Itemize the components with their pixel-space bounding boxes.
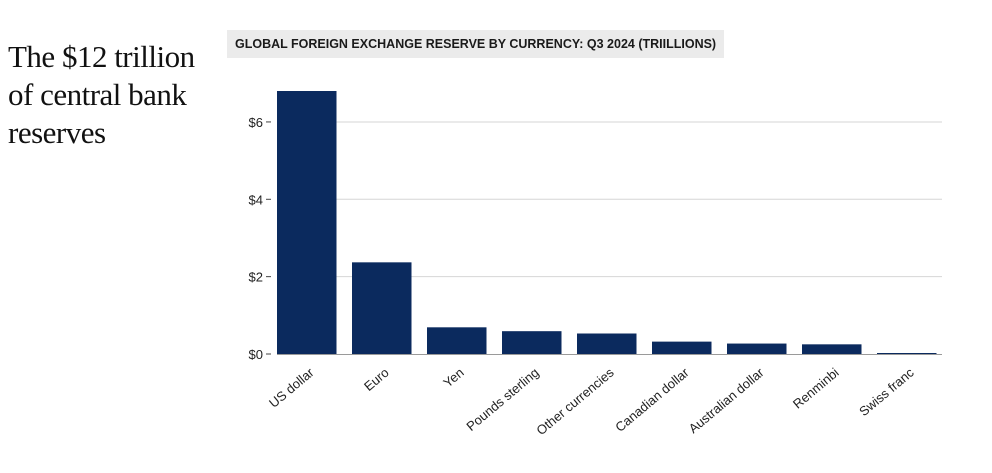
x-tick-label: Euro — [361, 365, 392, 394]
bar — [427, 327, 487, 354]
y-tick-label: $0 — [249, 347, 263, 362]
bars — [277, 91, 937, 354]
x-tick-label: Pounds sterling — [463, 365, 541, 434]
x-tick-label: Renminbi — [790, 365, 842, 412]
bar — [652, 341, 712, 354]
chart-title-box: GLOBAL FOREIGN EXCHANGE RESERVE BY CURRE… — [227, 30, 725, 58]
bar — [502, 331, 562, 354]
x-tick-label: Swiss franc — [856, 364, 917, 419]
x-tick-label: Australian dollar — [686, 364, 768, 436]
bar — [277, 91, 337, 354]
bar — [352, 262, 412, 354]
y-tick-label: $2 — [249, 270, 263, 285]
y-tick-label: $4 — [249, 192, 263, 207]
x-tick-label: Canadian dollar — [612, 364, 692, 434]
bar — [727, 343, 787, 354]
bar — [877, 353, 937, 354]
chart-title: GLOBAL FOREIGN EXCHANGE RESERVE BY CURRE… — [235, 37, 717, 51]
y-tick-label: $6 — [249, 115, 263, 130]
bar — [577, 333, 637, 354]
x-tick-label: Yen — [440, 365, 466, 391]
y-axis: $0 $2 $4 $6 — [249, 115, 271, 362]
x-tick-label: Other currencies — [533, 364, 617, 438]
bar — [802, 344, 862, 354]
x-tick-label: US dollar — [266, 364, 317, 410]
headline: The $12 trillion of central bank reserve… — [8, 39, 195, 150]
